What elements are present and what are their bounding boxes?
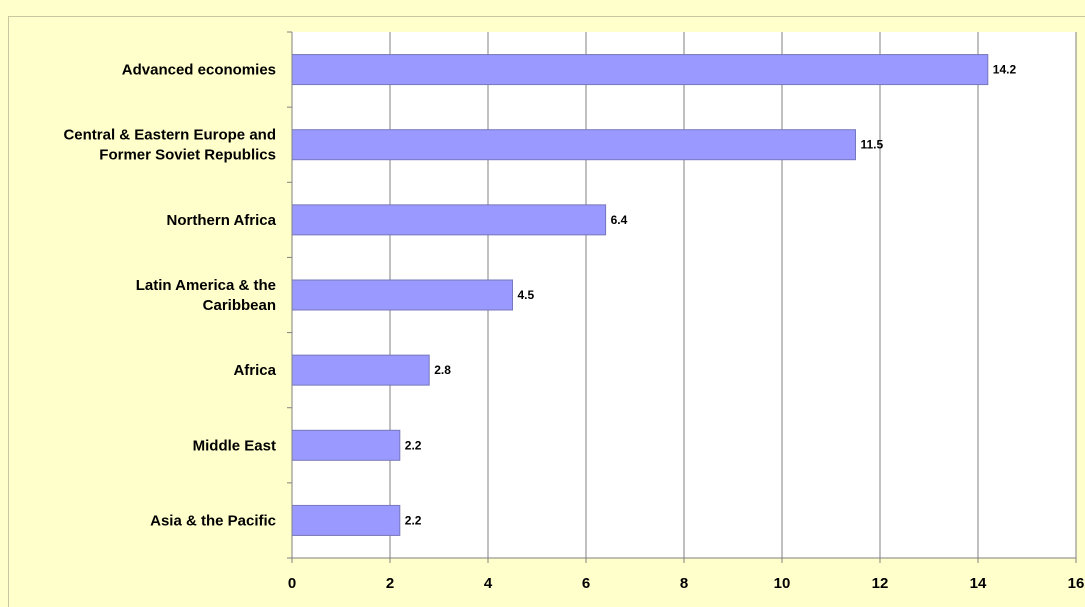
data-label: 11.5 xyxy=(861,138,884,152)
x-tick-label: 10 xyxy=(774,575,791,592)
x-tick-label: 12 xyxy=(872,575,889,592)
data-label: 2.8 xyxy=(434,363,451,377)
category-label-line: Central & Eastern Europe and xyxy=(63,127,276,144)
data-label: 4.5 xyxy=(518,288,535,302)
category-label-line: Former Soviet Republics xyxy=(99,147,276,164)
tick-labels: 0 2 4 6 8 10 12 14 16 xyxy=(288,575,1085,592)
category-label: Asia & the Pacific xyxy=(150,512,276,529)
x-tick-label: 2 xyxy=(386,575,394,592)
category-label-line: Northern Africa xyxy=(167,212,277,229)
category-label: Advanced economies xyxy=(122,62,276,79)
category-label: Northern Africa xyxy=(167,212,277,229)
bar xyxy=(291,354,430,386)
category-label: Central & Eastern Europe and Former Sovie… xyxy=(63,127,276,164)
data-label: 2.2 xyxy=(405,513,422,527)
bars xyxy=(291,54,989,536)
category-labels: Advanced economies Central & Eastern Euro… xyxy=(63,62,276,530)
x-tick-label: 0 xyxy=(288,575,296,592)
chart-frame xyxy=(8,16,1085,607)
bar xyxy=(291,54,989,86)
axes xyxy=(287,31,1076,559)
category-label: Latin America & the Caribbean xyxy=(136,277,276,314)
data-label: 6.4 xyxy=(611,213,628,227)
x-tick-label: 8 xyxy=(680,575,688,592)
category-label-line: Middle East xyxy=(193,437,276,454)
bar xyxy=(291,204,607,236)
x-tick-label: 6 xyxy=(582,575,590,592)
x-tick-label: 4 xyxy=(484,575,493,592)
bar xyxy=(291,129,856,161)
data-label: 2.2 xyxy=(405,438,422,452)
category-label-line: Advanced economies xyxy=(122,62,276,79)
bar xyxy=(291,504,401,536)
bar xyxy=(291,279,513,311)
category-label: Middle East xyxy=(193,437,276,454)
bar xyxy=(291,429,401,461)
data-label: 14.2 xyxy=(993,63,1017,77)
category-label-line: Latin America & the xyxy=(136,277,276,294)
category-label-line: Caribbean xyxy=(203,297,276,314)
x-tick-label: 14 xyxy=(970,575,987,592)
data-labels: 14.2 11.5 6.4 4.5 2.8 2.2 2.2 xyxy=(405,63,1017,528)
x-tick-label: 16 xyxy=(1068,575,1085,592)
category-label-line: Asia & the Pacific xyxy=(150,512,276,529)
category-label: Africa xyxy=(233,362,276,379)
category-label-line: Africa xyxy=(233,362,276,379)
